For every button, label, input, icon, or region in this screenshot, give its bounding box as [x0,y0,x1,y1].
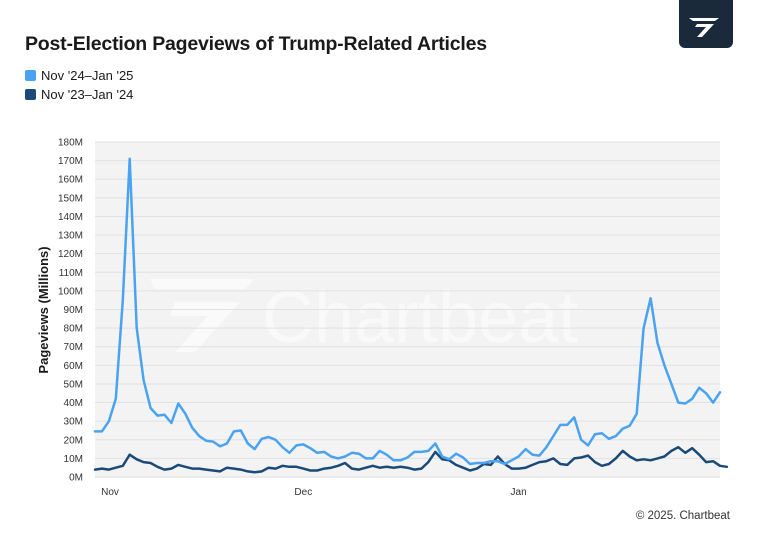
x-tick-label: Dec [294,487,312,498]
copyright-footer: © 2025. Chartbeat [635,510,730,522]
chartbeat-logo-icon [679,0,733,48]
y-tick-label: 80M [64,324,83,335]
y-tick-label: 180M [58,138,83,149]
x-tick-label: Jan [511,487,527,498]
y-tick-label: 10M [64,454,83,465]
series-line-previous[interactable] [93,445,729,474]
series-line-current[interactable] [93,157,722,466]
legend-item-current[interactable]: Nov '24–Jan '25 [25,66,133,85]
legend-label-previous: Nov '23–Jan '24 [41,87,134,102]
y-tick-label: 70M [64,342,83,353]
legend-swatch-current [25,70,36,81]
y-tick-label: 20M [64,435,83,446]
y-tick-label: 120M [58,249,83,260]
y-tick-label: 160M [58,175,83,186]
legend-item-previous[interactable]: Nov '23–Jan '24 [25,85,133,104]
chart-title: Post-Election Pageviews of Trump-Related… [25,33,487,55]
legend-swatch-previous [25,89,36,100]
x-tick-label: Nov [101,487,119,498]
y-tick-label: 170M [58,156,83,167]
y-tick-label: 150M [58,193,83,204]
y-tick-label: 100M [58,286,83,297]
y-tick-label: 90M [64,305,83,316]
y-tick-label: 110M [59,268,83,279]
watermark-logo-shape [150,279,255,352]
y-tick-label: 130M [58,231,83,242]
y-tick-label: 50M [64,379,83,390]
legend-label-current: Nov '24–Jan '25 [41,68,134,83]
y-axis-label: Pageviews (Millions) [36,246,51,373]
y-tick-label: 40M [64,398,83,409]
y-tick-label: 60M [64,361,83,372]
y-tick-label: 30M [64,417,83,428]
watermark-text: Chartbeat [262,278,578,358]
y-tick-label: 0M [69,473,83,484]
y-tick-label: 140M [58,212,83,223]
legend: Nov '24–Jan '25 Nov '23–Jan '24 [25,66,133,104]
